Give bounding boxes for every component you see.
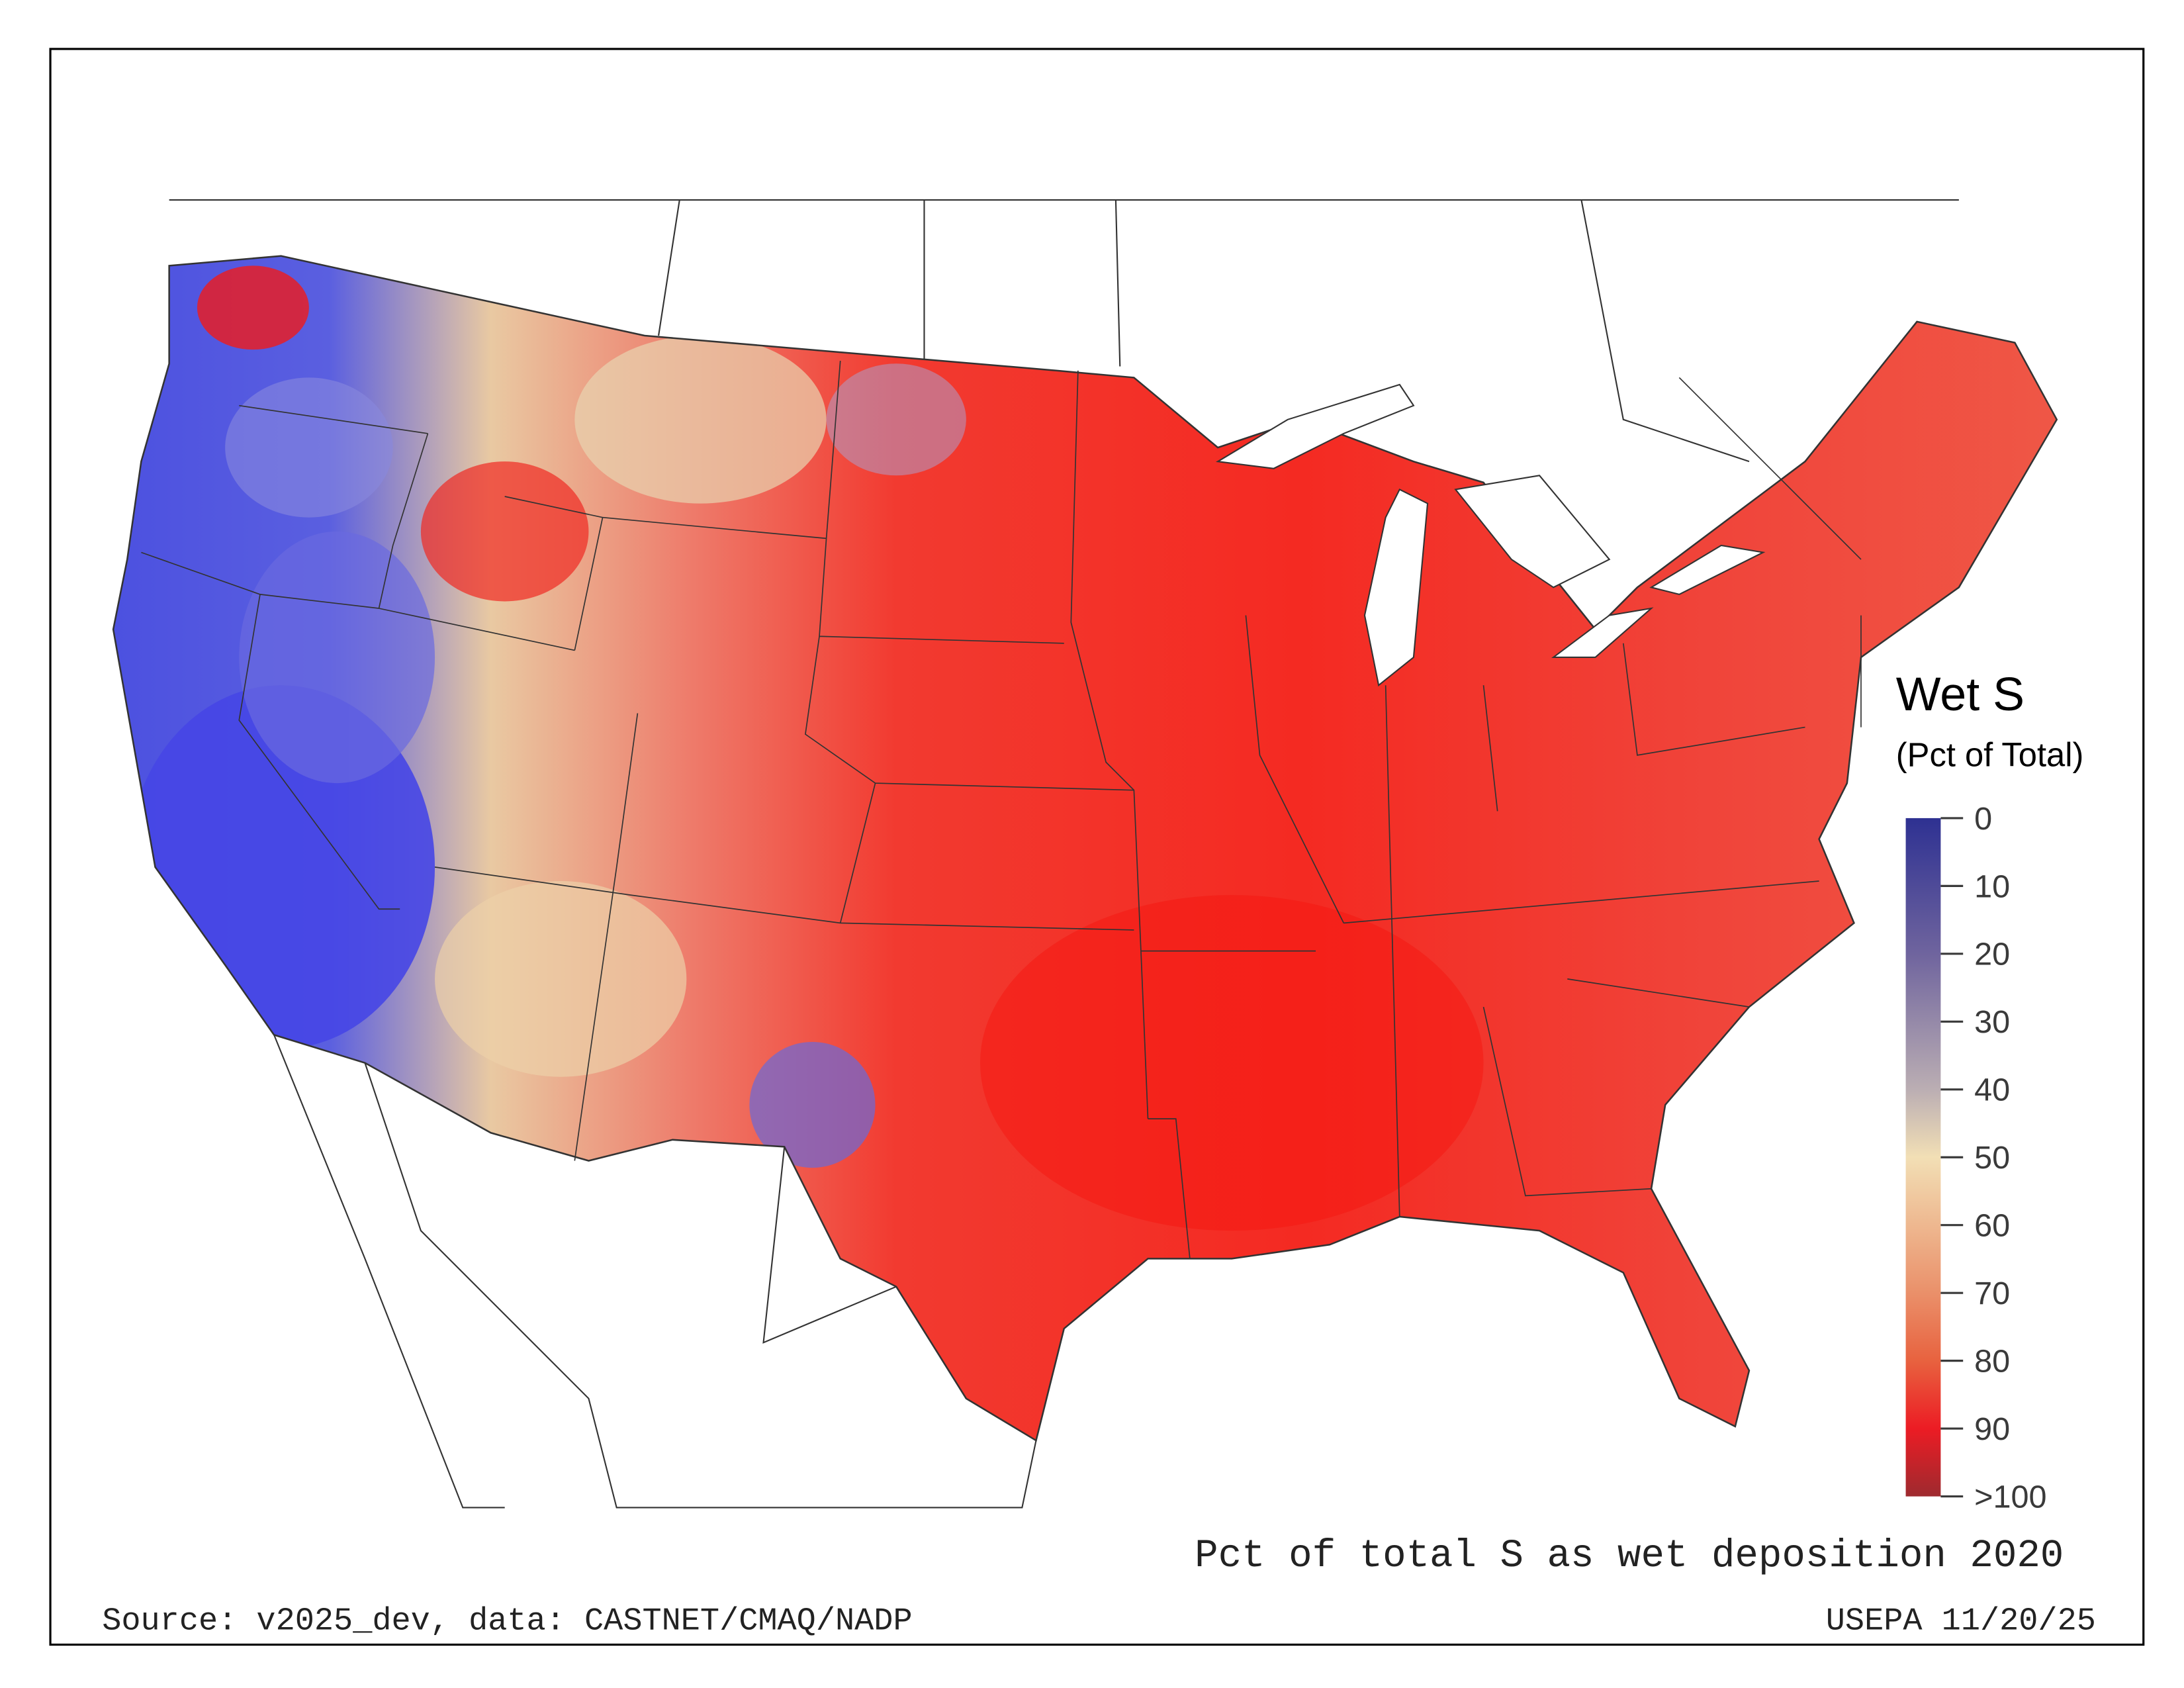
legend-tick-label: 10 bbox=[1974, 868, 2010, 904]
legend-tick-label: 50 bbox=[1974, 1140, 2010, 1176]
map-title: Pct of total S as wet deposition 2020 bbox=[1195, 1534, 2064, 1578]
legend-tick-label: 70 bbox=[1974, 1276, 2010, 1311]
legend-title: Wet S bbox=[1896, 668, 2025, 721]
legend-tick-label: >100 bbox=[1974, 1479, 2046, 1515]
state-borders bbox=[141, 361, 1862, 1259]
legend-tick-label: 0 bbox=[1974, 801, 1992, 837]
legend-tick-label: 90 bbox=[1974, 1411, 2010, 1447]
legend-tick-label: 60 bbox=[1974, 1208, 2010, 1244]
credit-date: USEPA 11/20/25 bbox=[1826, 1603, 2096, 1639]
legend-tick-label: 20 bbox=[1974, 937, 2010, 972]
color-legend: Wet S (Pct of Total) 0 10 20 30 40 50 60 70 80 90… bbox=[1896, 668, 2084, 1515]
neighbor-borders bbox=[169, 199, 1959, 1509]
source-note: Source: v2025_dev, data: CASTNET/CMAQ/NA… bbox=[102, 1603, 912, 1639]
legend-tick-label: 80 bbox=[1974, 1344, 2010, 1380]
legend-colorbar bbox=[1905, 818, 1941, 1497]
legend-subtitle: (Pct of Total) bbox=[1896, 736, 2084, 774]
legend-tick-label: 40 bbox=[1974, 1072, 2010, 1108]
great-lakes bbox=[1215, 383, 1766, 687]
legend-tick-label: 30 bbox=[1974, 1004, 2010, 1040]
